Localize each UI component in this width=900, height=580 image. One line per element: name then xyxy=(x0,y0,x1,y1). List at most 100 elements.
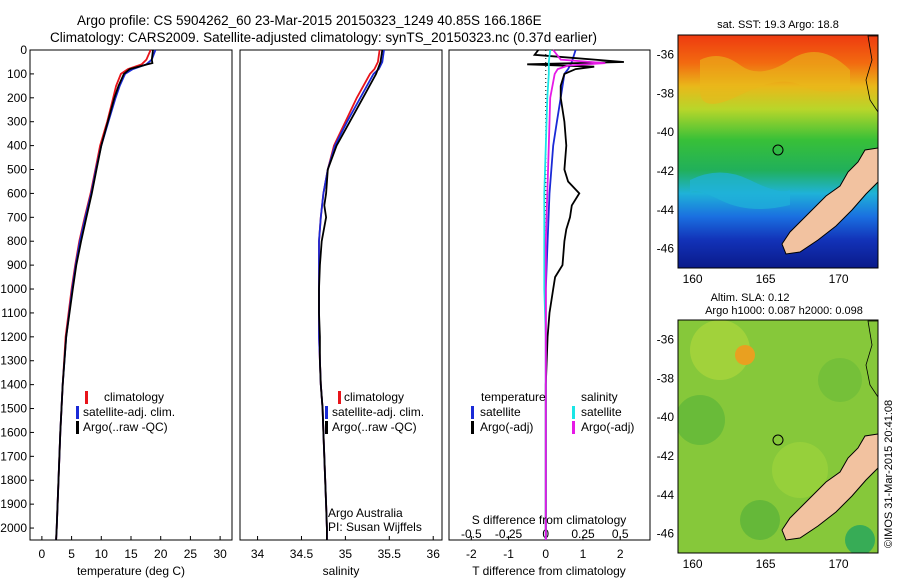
depth-tick-label: 700 xyxy=(7,210,27,224)
legend-label-satellite: satellite-adj. clim. xyxy=(332,405,424,419)
legend-label-temp-satellite: satellite xyxy=(480,405,521,419)
legend-label-climatology: climatology xyxy=(104,390,164,404)
depth-axis: 0 100 200 300 400 500 600 700 800 900 1000 1100 1200… xyxy=(0,43,34,535)
difference-legend: temperature satellite Argo(-adj) salinit… xyxy=(471,390,634,434)
legend-label-satellite: satellite-adj. clim. xyxy=(83,405,175,419)
map-lon-tick-label: 160 xyxy=(683,272,703,286)
sst-map-axes: 160 165 170 -36 -38 -40 -42 -44 -46 xyxy=(657,47,849,286)
legend-swatch-climatology xyxy=(85,391,88,404)
legend-swatch-temp-argo xyxy=(471,421,474,434)
salinity-profile-chart: 34 34.5 35 35.5 36 xyxy=(251,49,440,561)
top-x-tick-label: 0.5 xyxy=(612,527,629,541)
argo-position-marker xyxy=(772,144,784,156)
legend-swatch-argo xyxy=(76,421,79,434)
temperature-x-label: temperature (deg C) xyxy=(77,564,185,578)
header-line-2: Climatology: CARS2009. Satellite-adjuste… xyxy=(50,30,597,45)
depth-tick-label: 1900 xyxy=(0,497,27,511)
depth-tick-label: 300 xyxy=(7,115,27,129)
sla-blob xyxy=(818,358,862,402)
sla-map-frame xyxy=(677,319,879,554)
x-tick-label: 34 xyxy=(251,547,265,561)
depth-tick-label: 500 xyxy=(7,163,27,177)
map-lat-tick-label: -38 xyxy=(657,371,675,385)
map-lon-tick-label: 160 xyxy=(683,557,703,571)
depth-tick-label: 900 xyxy=(7,258,27,272)
sla-map xyxy=(678,320,878,553)
top-x-tick-label: -0.25 xyxy=(495,527,523,541)
sla-map-title-2: Argo h1000: 0.087 h2000: 0.098 xyxy=(705,305,863,317)
temperature-plot-frame xyxy=(29,49,233,541)
x-tick-label: -2 xyxy=(466,547,477,561)
sst-map xyxy=(678,35,878,268)
map-lat-tick-label: -40 xyxy=(657,125,675,139)
sla-blob xyxy=(772,442,828,498)
salinity-x-label: salinity xyxy=(323,564,360,578)
series-line-argo-raw-qc- xyxy=(318,49,384,540)
depth-tick-label: 1000 xyxy=(0,282,27,296)
legend-swatch-sal-argo xyxy=(572,421,575,434)
depth-tick-label: 1500 xyxy=(0,402,27,416)
sst-warm-patch xyxy=(700,52,850,104)
sla-blob xyxy=(678,395,725,445)
legend-swatch-climatology xyxy=(338,391,341,404)
depth-tick-label: 1700 xyxy=(0,449,27,463)
map-lon-tick-label: 165 xyxy=(756,557,776,571)
x-tick-label: 1 xyxy=(580,547,587,561)
sst-cool-patch xyxy=(690,172,790,209)
sla-blob xyxy=(845,525,875,553)
legend-swatch-satellite xyxy=(325,406,328,419)
difference-top-x-label: S difference from climatology xyxy=(472,513,627,527)
map-lat-tick-label: -40 xyxy=(657,410,675,424)
series-line-satellite-adj-clim- xyxy=(318,49,385,540)
map-lat-tick-label: -44 xyxy=(657,488,675,502)
legend-label-argo: Argo(..raw -QC) xyxy=(83,420,168,434)
legend-label-sal-argo: Argo(-adj) xyxy=(581,420,634,434)
series-line-climatology xyxy=(55,49,152,541)
land-south-island xyxy=(781,433,878,541)
annotation-argo-australia: Argo Australia xyxy=(328,506,403,520)
depth-tick-label: 100 xyxy=(7,67,27,81)
depth-tick-label: 1600 xyxy=(0,425,27,439)
x-tick-label: 0 xyxy=(542,547,549,561)
map-lat-tick-label: -36 xyxy=(657,47,675,61)
depth-tick-label: 400 xyxy=(7,139,27,153)
salinity-plot-frame xyxy=(239,49,443,541)
legend-label-sal-satellite: satellite xyxy=(581,405,622,419)
map-lat-tick-label: -36 xyxy=(657,332,675,346)
map-lat-tick-label: -46 xyxy=(657,242,675,256)
depth-tick-label: 0 xyxy=(20,43,27,57)
map-lon-tick-label: 170 xyxy=(829,272,849,286)
temperature-profile-chart: 0 5 10 15 20 25 30 xyxy=(39,49,227,561)
sst-map-title: sat. SST: 19.3 Argo: 18.8 xyxy=(717,19,839,31)
x-tick-label: 34.5 xyxy=(290,547,314,561)
temperature-legend: climatology satellite-adj. clim. Argo(..… xyxy=(76,390,175,434)
x-tick-label: 5 xyxy=(68,547,75,561)
x-tick-label: 2 xyxy=(617,547,624,561)
depth-tick-label: 200 xyxy=(7,91,27,105)
legend-label-climatology: climatology xyxy=(344,390,404,404)
sst-map-frame xyxy=(677,34,879,269)
x-tick-label: 20 xyxy=(154,547,168,561)
depth-tick-label: 800 xyxy=(7,234,27,248)
header-line-1: Argo profile: CS 5904262_60 23-Mar-2015 … xyxy=(77,13,542,28)
map-lat-tick-label: -38 xyxy=(657,86,675,100)
top-x-tick-label: 0.25 xyxy=(571,527,595,541)
land-south-island xyxy=(781,147,878,255)
x-tick-label: 15 xyxy=(124,547,138,561)
map-lat-tick-label: -42 xyxy=(657,449,675,463)
depth-tick-label: 1800 xyxy=(0,473,27,487)
x-tick-label: 35.5 xyxy=(378,547,402,561)
map-lon-tick-label: 170 xyxy=(829,557,849,571)
x-tick-label: -1 xyxy=(503,547,514,561)
map-lat-tick-label: -42 xyxy=(657,164,675,178)
depth-tick-label: 2000 xyxy=(0,521,27,535)
x-tick-label: 10 xyxy=(95,547,109,561)
legend-title-temperature: temperature xyxy=(481,390,546,404)
legend-swatch-temp-satellite xyxy=(471,406,474,419)
legend-swatch-satellite xyxy=(76,406,79,419)
sla-blob xyxy=(690,320,750,380)
top-x-tick-label: -0.5 xyxy=(461,527,482,541)
legend-title-salinity: salinity xyxy=(581,390,618,404)
imos-credit: ©IMOS 31-Mar-2015 20:41:08 xyxy=(883,400,895,548)
